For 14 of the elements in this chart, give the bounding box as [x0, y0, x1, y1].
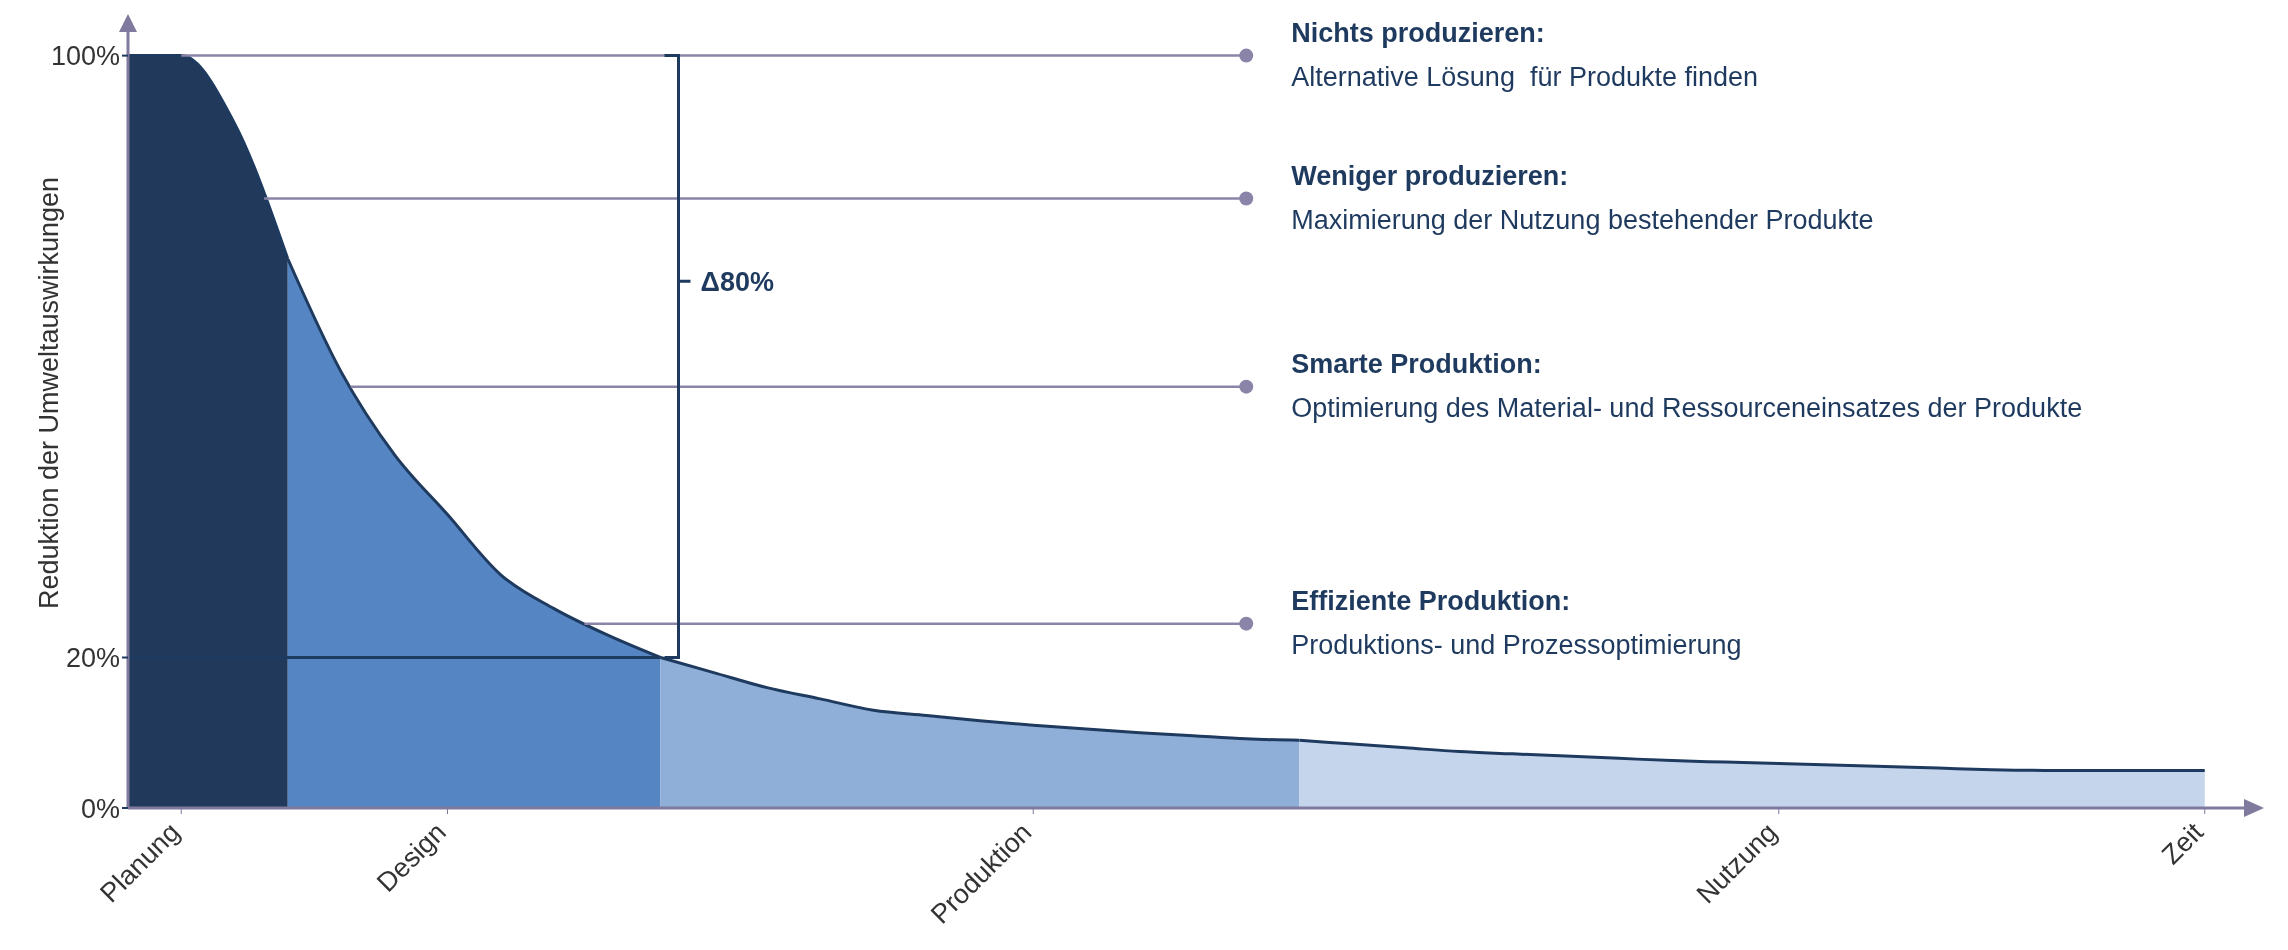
ref-line-label: Weniger produzieren:: [1291, 160, 1569, 191]
y-axis-title: Reduktion der Umweltauswirkungen: [33, 176, 64, 610]
y-tick-label: 0%: [80, 793, 120, 824]
annotation: Maximierung der Nutzung bestehender Produkte: [1291, 204, 1874, 235]
ref-line-label: Smarte Produktion:: [1291, 348, 1542, 379]
annotation: Produktions- und Prozessoptimierung: [1291, 629, 1742, 660]
x-tick-label: Zeit: [2155, 816, 2210, 871]
annotation: Optimierung des Material- und Ressourceneinsatzes der Produkte: [1291, 392, 2083, 423]
annotation: Δ80%: [700, 267, 774, 298]
y-tick-label: 100%: [50, 41, 120, 72]
y-tick-label: 20%: [65, 643, 120, 674]
ref-line-label: Nichts produzieren:: [1291, 17, 1545, 48]
ref-line-label: Effiziente Produktion:: [1291, 585, 1571, 616]
annotation: Alternative Lösung für Produkte finden: [1291, 61, 1759, 92]
